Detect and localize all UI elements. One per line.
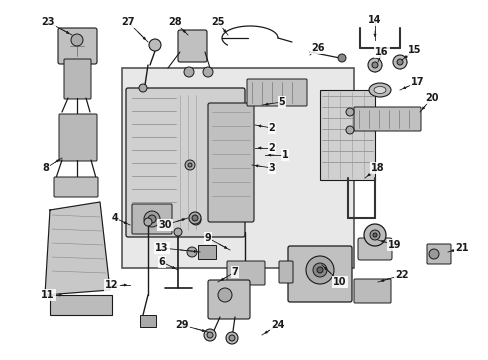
Text: 20: 20 (425, 93, 438, 103)
Circle shape (143, 211, 160, 227)
FancyBboxPatch shape (64, 59, 91, 99)
FancyBboxPatch shape (279, 261, 292, 283)
Text: 2: 2 (268, 123, 275, 133)
FancyBboxPatch shape (58, 28, 97, 64)
Circle shape (371, 62, 377, 68)
Bar (140, 315, 156, 327)
Circle shape (316, 267, 323, 273)
Text: 28: 28 (168, 17, 182, 27)
Circle shape (148, 215, 156, 223)
Text: 29: 29 (175, 320, 188, 330)
Ellipse shape (368, 83, 390, 97)
FancyBboxPatch shape (207, 280, 249, 319)
Circle shape (192, 215, 198, 221)
Circle shape (312, 263, 326, 277)
Text: 16: 16 (374, 47, 388, 57)
Circle shape (183, 67, 194, 77)
FancyBboxPatch shape (353, 279, 390, 303)
Text: 24: 24 (271, 320, 284, 330)
FancyBboxPatch shape (59, 114, 97, 161)
Circle shape (228, 335, 235, 341)
Text: 9: 9 (204, 233, 211, 243)
Text: 5: 5 (278, 97, 285, 107)
Circle shape (187, 163, 192, 167)
FancyBboxPatch shape (132, 204, 172, 234)
Text: 3: 3 (268, 163, 275, 173)
Circle shape (225, 332, 238, 344)
Circle shape (346, 126, 353, 134)
Text: 7: 7 (231, 267, 238, 277)
FancyBboxPatch shape (226, 261, 264, 285)
Bar (319, 90, 374, 180)
Text: 27: 27 (121, 17, 135, 27)
Text: 12: 12 (105, 280, 119, 290)
Circle shape (218, 288, 231, 302)
Circle shape (428, 249, 438, 259)
FancyBboxPatch shape (178, 30, 206, 62)
Circle shape (337, 54, 346, 62)
Circle shape (149, 39, 161, 51)
Circle shape (372, 233, 376, 237)
FancyBboxPatch shape (246, 79, 306, 106)
Text: 15: 15 (407, 45, 421, 55)
Circle shape (71, 34, 83, 46)
Text: 10: 10 (332, 277, 346, 287)
Text: 22: 22 (394, 270, 408, 280)
FancyBboxPatch shape (287, 246, 351, 302)
Circle shape (174, 228, 182, 236)
Text: 26: 26 (311, 43, 324, 53)
Text: 19: 19 (387, 240, 401, 250)
Text: 2: 2 (268, 143, 275, 153)
Circle shape (305, 256, 333, 284)
Bar (50, 295, 112, 315)
Circle shape (396, 59, 402, 65)
Circle shape (369, 230, 379, 240)
Ellipse shape (373, 86, 385, 94)
Circle shape (143, 218, 152, 226)
FancyBboxPatch shape (353, 107, 420, 131)
Text: 14: 14 (367, 15, 381, 25)
Circle shape (139, 84, 147, 92)
Circle shape (189, 212, 201, 224)
Text: 23: 23 (41, 17, 55, 27)
Text: 6: 6 (158, 257, 165, 267)
Polygon shape (45, 202, 110, 295)
Bar (198, 245, 216, 259)
Circle shape (203, 329, 216, 341)
Circle shape (392, 55, 406, 69)
Circle shape (203, 67, 213, 77)
Bar (122, 68, 353, 268)
FancyBboxPatch shape (357, 238, 391, 260)
FancyBboxPatch shape (207, 103, 253, 222)
Text: 25: 25 (211, 17, 224, 27)
Text: 13: 13 (155, 243, 168, 253)
Text: 17: 17 (410, 77, 424, 87)
FancyBboxPatch shape (126, 88, 244, 237)
Text: 11: 11 (41, 290, 55, 300)
Text: 18: 18 (370, 163, 384, 173)
Text: 1: 1 (281, 150, 288, 160)
Circle shape (206, 332, 213, 338)
FancyBboxPatch shape (54, 177, 98, 197)
Text: 4: 4 (111, 213, 118, 223)
Circle shape (186, 247, 197, 257)
Circle shape (363, 224, 385, 246)
Circle shape (367, 58, 381, 72)
Circle shape (184, 160, 195, 170)
Circle shape (194, 218, 198, 222)
Text: 21: 21 (454, 243, 468, 253)
Circle shape (346, 108, 353, 116)
Text: 30: 30 (158, 220, 171, 230)
FancyBboxPatch shape (426, 244, 450, 264)
Circle shape (191, 215, 201, 225)
Text: 8: 8 (42, 163, 49, 173)
